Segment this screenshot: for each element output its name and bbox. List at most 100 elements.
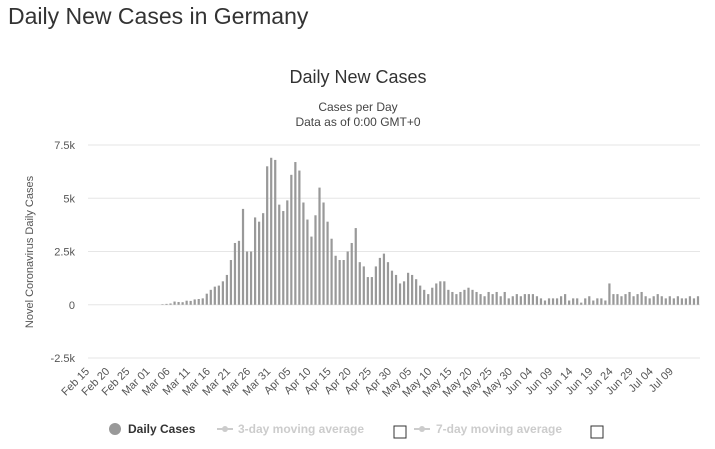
bar bbox=[523, 294, 526, 305]
legend-item-2[interactable]: 3-day moving average bbox=[217, 422, 407, 439]
bar bbox=[213, 286, 216, 305]
bar bbox=[193, 299, 196, 305]
bar bbox=[455, 294, 458, 305]
bar bbox=[676, 296, 679, 305]
bar bbox=[366, 277, 369, 305]
bar bbox=[217, 285, 220, 305]
legend-marker-icon bbox=[419, 426, 425, 432]
bar bbox=[169, 303, 172, 305]
bar bbox=[274, 159, 277, 305]
bar bbox=[447, 289, 450, 305]
chart-title: Daily New Cases bbox=[289, 67, 426, 87]
bar bbox=[298, 170, 301, 305]
bar bbox=[177, 301, 180, 305]
bar bbox=[439, 281, 442, 305]
bar bbox=[648, 298, 651, 305]
bar bbox=[475, 291, 478, 305]
legend: Daily Cases 3-day moving average 7-day mov… bbox=[109, 422, 604, 439]
bar bbox=[483, 296, 486, 305]
bar bbox=[644, 296, 647, 305]
bar bbox=[181, 302, 184, 305]
legend-item-3[interactable]: 7-day moving average bbox=[414, 422, 604, 439]
page-title: Daily New Cases in Germany bbox=[8, 3, 309, 29]
bar bbox=[624, 294, 627, 305]
bar bbox=[664, 298, 667, 305]
bar bbox=[253, 217, 257, 305]
bar bbox=[519, 296, 522, 305]
bar bbox=[185, 300, 188, 305]
legend-item-1[interactable]: Daily Cases bbox=[109, 422, 196, 436]
bar bbox=[431, 287, 434, 305]
bar bbox=[241, 208, 245, 305]
bar bbox=[652, 296, 655, 305]
bar bbox=[592, 300, 595, 305]
y-tick-label: 2.5k bbox=[54, 247, 75, 259]
legend-circle-icon bbox=[109, 423, 121, 435]
bar bbox=[580, 302, 583, 305]
bar bbox=[620, 296, 623, 305]
bar bbox=[660, 296, 663, 305]
bar bbox=[692, 298, 696, 305]
bar bbox=[362, 266, 365, 305]
chart-subtitle-line-1: Cases per Day bbox=[318, 100, 397, 114]
y-axis-label: Novel Coronavirus Daily Cases bbox=[24, 175, 36, 328]
bar bbox=[326, 221, 329, 305]
y-tick-label: 7.5k bbox=[54, 140, 75, 152]
bar bbox=[322, 202, 325, 305]
bar bbox=[415, 279, 418, 305]
bar bbox=[596, 298, 599, 305]
bar bbox=[286, 200, 289, 305]
bar bbox=[249, 251, 253, 305]
bar bbox=[282, 211, 285, 305]
bar bbox=[656, 294, 659, 305]
grid-lines bbox=[88, 144, 700, 359]
bar bbox=[201, 298, 204, 305]
bar bbox=[696, 296, 700, 305]
bar bbox=[346, 251, 349, 305]
bar bbox=[672, 298, 675, 305]
bar bbox=[451, 291, 454, 305]
bar bbox=[382, 253, 386, 305]
bar bbox=[189, 300, 192, 305]
bar bbox=[499, 296, 502, 305]
legend-checkbox[interactable] bbox=[590, 425, 604, 439]
bar bbox=[221, 281, 224, 305]
bar bbox=[491, 294, 494, 305]
bar bbox=[278, 204, 281, 305]
bar bbox=[245, 251, 249, 305]
bar bbox=[636, 294, 639, 305]
bar bbox=[527, 294, 530, 305]
legend-label: 7-day moving average bbox=[436, 422, 562, 436]
legend-label: Daily Cases bbox=[128, 422, 196, 436]
bar bbox=[354, 228, 357, 305]
bar bbox=[390, 270, 394, 305]
bar bbox=[604, 300, 607, 305]
chart-subtitle-line-2: Data as of 0:00 GMT+0 bbox=[295, 115, 420, 129]
bar bbox=[394, 274, 398, 305]
bar bbox=[495, 291, 498, 305]
bar bbox=[628, 291, 631, 305]
bar bbox=[290, 174, 293, 305]
bar bbox=[547, 298, 551, 305]
bar bbox=[398, 283, 402, 305]
bar bbox=[427, 294, 430, 305]
bar bbox=[209, 289, 212, 305]
bar bbox=[640, 291, 643, 305]
bar bbox=[668, 296, 671, 305]
bar bbox=[402, 281, 406, 305]
bar bbox=[350, 242, 353, 305]
y-tick-label: -2.5k bbox=[51, 353, 76, 365]
bar bbox=[197, 298, 200, 305]
bar bbox=[310, 236, 313, 305]
bar bbox=[378, 257, 382, 305]
bar bbox=[584, 298, 587, 305]
y-tick-label: 5k bbox=[63, 193, 75, 205]
bar bbox=[225, 274, 229, 305]
bar bbox=[507, 298, 510, 305]
bar bbox=[511, 296, 514, 305]
bar bbox=[258, 221, 261, 305]
legend-checkbox[interactable] bbox=[393, 425, 407, 439]
bar bbox=[205, 293, 208, 305]
